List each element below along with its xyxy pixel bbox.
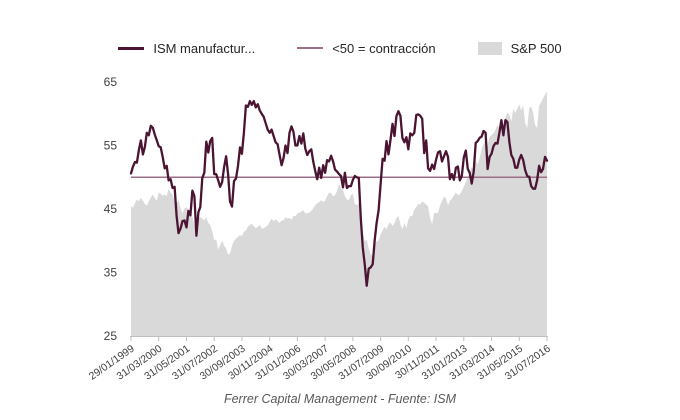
legend-label-ism: ISM manufactur... [153, 40, 256, 56]
sp500-area [131, 91, 547, 336]
contraction-line-swatch-icon [297, 47, 324, 49]
legend-item-contraction: <50 = contracción [297, 40, 436, 56]
ism-line-swatch-icon [118, 46, 145, 50]
legend-item-ism: ISM manufactur... [118, 41, 255, 56]
y-tick-label: 35 [104, 266, 118, 280]
legend-label-contraction: <50 = contracción [332, 40, 436, 56]
chart-legend: ISM manufactur... <50 = contracción S&P … [0, 39, 680, 57]
legend-label-sp500: S&P 500 [510, 40, 562, 56]
y-tick-label: 55 [104, 139, 118, 153]
y-tick-label: 25 [104, 329, 118, 343]
legend-item-sp500: S&P 500 [477, 40, 562, 56]
y-tick-label: 65 [104, 75, 118, 89]
sp500-area-swatch-icon [477, 41, 502, 55]
ism-line [129, 99, 549, 287]
chart-source-caption: Ferrer Capital Management - Fuente: ISM [223, 392, 457, 406]
y-tick-label: 45 [104, 202, 118, 216]
